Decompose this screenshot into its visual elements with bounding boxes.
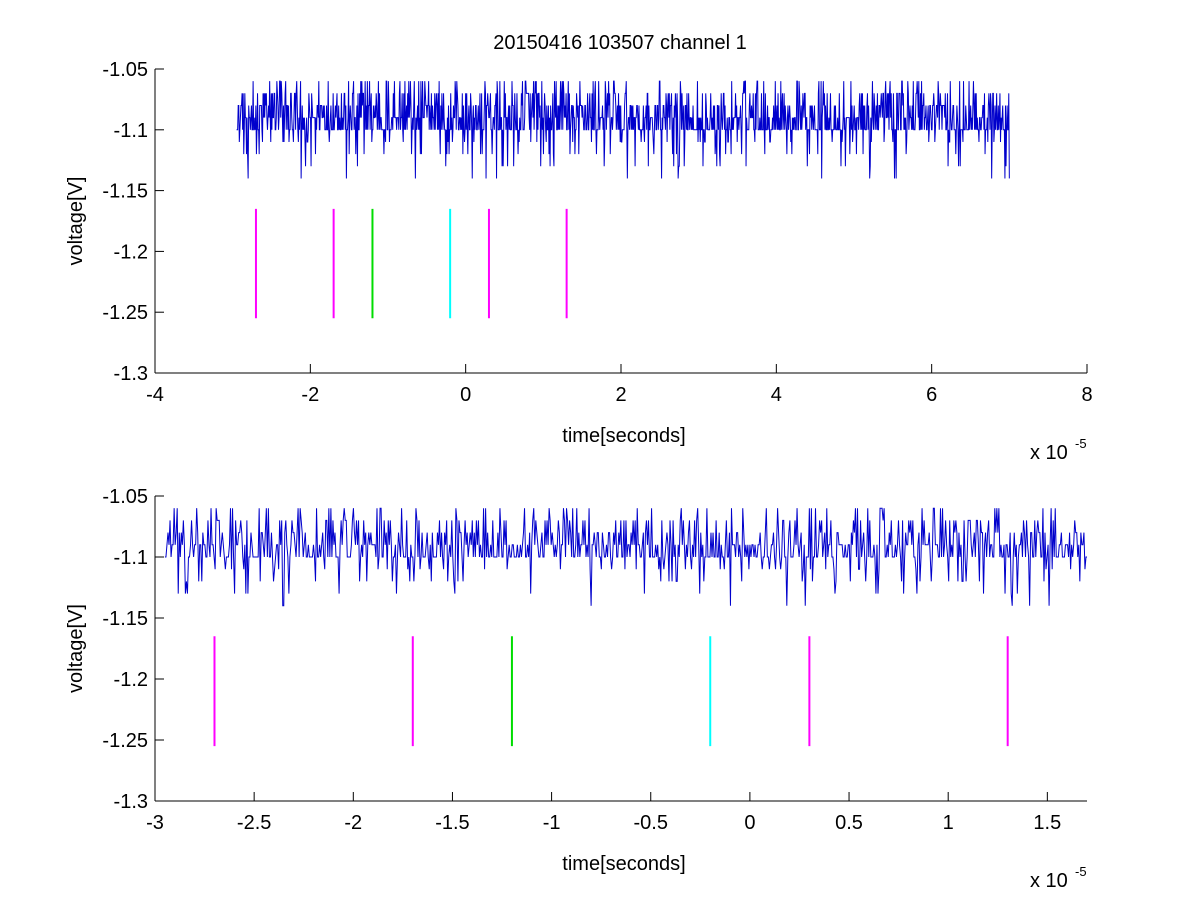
x-tick-label: -1.5 [435,812,469,834]
x-exponent-value: -5 [1075,436,1087,451]
x-tick-label: 6 [926,384,937,406]
x-axis-label: time[seconds] [562,425,685,447]
x-tick-label: -3 [146,812,164,834]
x-exponent-value: -5 [1075,864,1087,879]
y-tick-label: -1.1 [114,120,148,142]
x-tick-label: -2 [301,384,319,406]
x-tick-label: 1.5 [1033,812,1061,834]
y-tick-label: -1.2 [114,669,148,691]
x-tick-label: 2 [615,384,626,406]
x-tick-label: 0 [460,384,471,406]
x-tick-label: -4 [146,384,164,406]
y-tick-label: -1.1 [114,547,148,569]
y-tick-label: -1.05 [102,486,148,508]
y-tick-label: -1.3 [114,791,148,813]
x-tick-label: 1 [943,812,954,834]
y-tick-label: -1.15 [102,608,148,630]
x-tick-label: 0 [744,812,755,834]
x-tick-label: -0.5 [634,812,668,834]
figure-title: 20150416 103507 channel 1 [493,32,747,54]
y-tick-label: -1.3 [114,363,148,385]
y-tick-label: -1.25 [102,302,148,324]
x-tick-label: 4 [771,384,782,406]
x-tick-label: -2.5 [237,812,271,834]
x-exponent-label: x 10 [1030,870,1068,892]
y-tick-label: -1.05 [102,59,148,81]
y-axis-label: voltage[V] [65,604,87,693]
y-tick-label: -1.15 [102,181,148,203]
x-tick-label: 0.5 [835,812,863,834]
y-tick-label: -1.2 [114,241,148,263]
signal-trace [236,80,1010,179]
x-tick-label: -1 [543,812,561,834]
y-axis-label: voltage[V] [65,177,87,266]
y-tick-label: -1.25 [102,730,148,752]
x-exponent-label: x 10 [1030,442,1068,464]
x-tick-label: -2 [344,812,362,834]
upper-plot: -1.05 -1.1 -1.15 -1.2 -1.25 -1.3-4 -2 0 2 4 6 8 time… [65,59,1093,464]
x-tick-label: 8 [1081,384,1092,406]
x-axis-label: time[seconds] [562,853,685,875]
lower-plot: -1.05 -1.1 -1.15 -1.2 -1.25 -1.3-3 -2.5 -2 -1.5 -… [65,486,1087,892]
signal-trace [164,507,1087,607]
